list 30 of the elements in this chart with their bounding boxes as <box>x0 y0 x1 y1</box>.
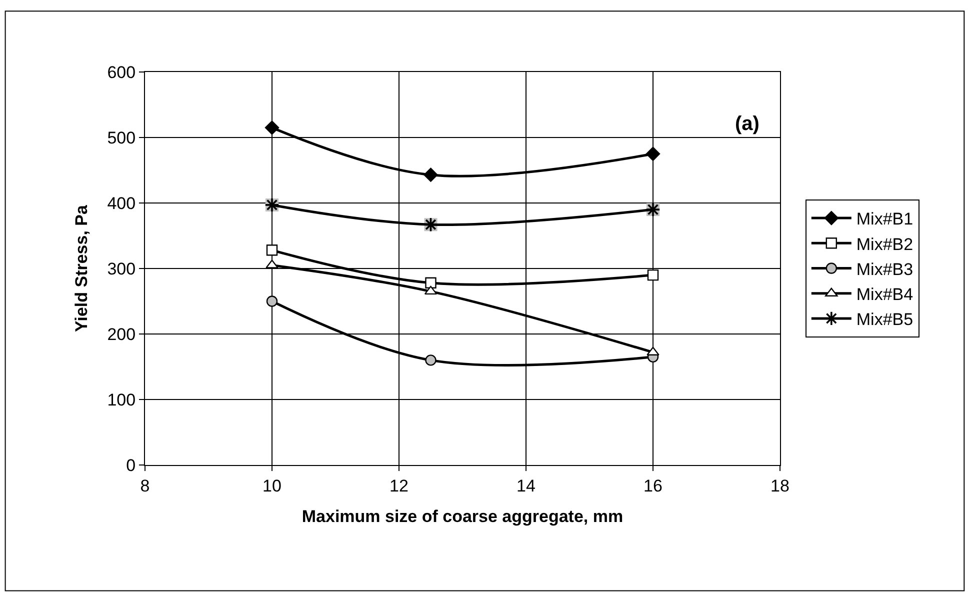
x-tick-label: 16 <box>644 476 662 496</box>
point <box>266 296 278 307</box>
legend-label: Mix#B5 <box>856 310 914 330</box>
point <box>264 120 280 135</box>
y-tick-label: 300 <box>107 259 136 278</box>
legend-label: Mix#B2 <box>856 234 914 254</box>
legend-label: Mix#B3 <box>856 260 914 279</box>
annotation: (a) <box>735 113 760 135</box>
x-tick-label: 8 <box>140 476 150 496</box>
y-tick-label: 200 <box>107 324 136 344</box>
point <box>424 286 438 295</box>
y-tick-label: 100 <box>107 390 136 410</box>
y-tick-label: 600 <box>107 62 136 82</box>
y-tick-label: 400 <box>107 194 136 213</box>
y-tick-label: 0 <box>126 456 136 475</box>
x-tick-label: 10 <box>262 476 282 496</box>
point <box>647 269 659 281</box>
y-tick-label: 500 <box>107 128 136 148</box>
point <box>425 277 436 289</box>
point <box>266 244 278 256</box>
legend-label: Mix#B4 <box>856 284 914 304</box>
x-tick-label: 12 <box>390 476 408 496</box>
y-axis-title: Yield Stress, Pa <box>72 204 91 332</box>
point <box>425 354 436 366</box>
x-tick-label: 18 <box>770 476 790 496</box>
legend-label: Mix#B1 <box>856 210 914 229</box>
point <box>646 146 660 161</box>
point <box>424 168 438 182</box>
x-tick-label: 14 <box>516 476 536 496</box>
x-axis-title: Maximum size of coarse aggregate, mm <box>302 506 624 526</box>
